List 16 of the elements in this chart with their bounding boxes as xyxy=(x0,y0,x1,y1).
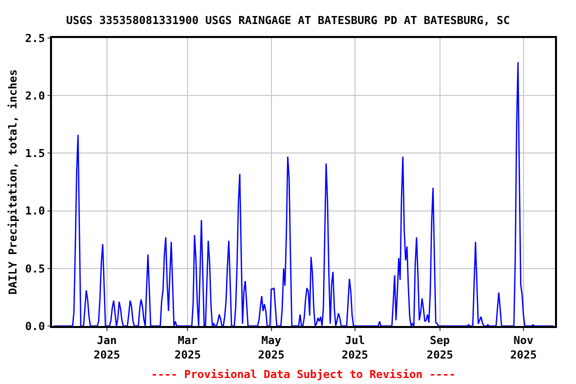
y-tick-label: 2.5 xyxy=(25,32,46,45)
y-tick-label: 0.5 xyxy=(25,262,46,276)
x-tick-label: Sep 2025 xyxy=(426,334,454,362)
x-tick-label: Jan 2025 xyxy=(94,334,120,362)
x-tick-label: Nov 2025 xyxy=(510,334,537,362)
y-tick-label: 2.0 xyxy=(25,89,46,102)
y-tick-label: 0.0 xyxy=(25,320,46,333)
y-tick-label: 1.0 xyxy=(25,204,46,218)
y-axis-title: DAILY Precipitation, total, inches xyxy=(6,69,20,295)
line-series xyxy=(52,62,554,326)
x-tick-label: Mar 2025 xyxy=(174,334,201,362)
text: ---- Provisional Data Subject to Revision ---- xyxy=(151,368,456,381)
chart-title: USGS 335358081331900 USGS RAINGAGE AT BATESBURG PD AT BATESBURG, SC xyxy=(66,14,510,27)
x-tick-label: May 2025 xyxy=(258,334,285,362)
y-tick-label: 1.5 xyxy=(25,147,46,160)
x-tick-label: Jul 2025 xyxy=(342,334,368,362)
